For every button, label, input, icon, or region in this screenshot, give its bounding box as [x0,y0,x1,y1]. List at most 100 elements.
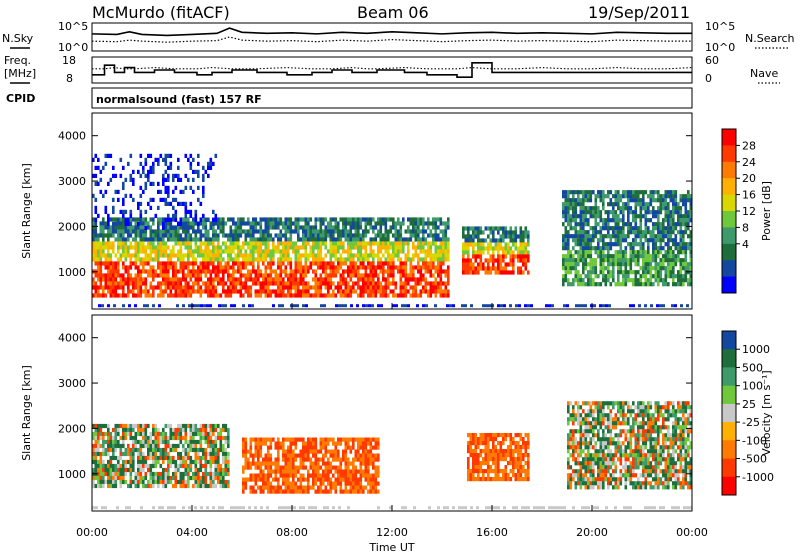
data-cell [214,233,218,238]
data-cell [154,237,158,242]
data-cell [444,273,448,278]
data-cell [94,439,98,445]
data-cell [179,253,183,258]
data-cell [684,254,688,259]
data-cell [202,217,205,222]
data-cell [307,257,310,262]
data-cell [637,190,640,195]
data-cell [294,473,298,478]
data-cell [469,238,473,243]
data-cell [349,217,353,222]
data-cell [632,238,635,243]
data-cell [349,249,353,254]
data-cell [107,435,110,441]
data-cell [99,475,103,481]
data-cell [574,230,578,235]
data-cell [504,246,508,251]
data-cell [187,225,190,230]
data-cell [317,233,320,238]
data-cell [389,245,393,250]
data-cell [567,270,570,275]
data-cell [689,274,693,279]
data-cell [289,469,293,474]
data-cell [297,277,300,282]
data-cell [592,270,595,275]
data-cell [407,241,410,246]
data-cell [299,225,303,230]
data-cell [197,467,200,473]
data-cell [307,221,310,226]
data-cell [147,289,150,294]
data-cell [97,273,100,278]
data-cell [217,475,220,481]
data-cell [589,270,593,275]
data-cell [239,293,243,298]
data-cell [339,273,343,278]
data-cell [617,234,620,239]
data-cell [254,217,258,222]
data-cell [239,229,243,234]
data-cell [189,455,193,461]
data-cell [624,222,628,227]
data-cell [92,451,95,457]
data-cell [102,277,105,282]
data-cell [672,262,675,267]
data-cell [129,479,133,485]
data-cell [334,241,338,246]
data-cell [152,265,155,270]
data-cell [272,281,275,286]
data-cell [652,238,655,243]
data-cell [419,245,423,250]
data-cell [122,253,125,258]
data-cell [227,467,230,473]
data-cell [634,242,638,247]
data-cell [324,465,328,470]
data-cell [137,431,140,437]
data-cell [579,190,583,195]
data-cell [152,165,155,170]
data-cell [192,237,195,242]
data-cell [104,423,108,429]
data-cell [422,217,425,222]
data-cell [257,237,260,242]
data-cell [329,277,333,282]
data-cell [137,467,140,473]
data-cell [109,281,113,286]
data-cell [369,281,373,286]
data-cell [94,241,98,246]
data-cell [142,289,145,294]
data-cell [302,477,305,482]
data-cell [219,229,223,234]
data-cell [382,221,385,226]
data-cell [137,257,140,262]
data-cell [482,230,485,235]
data-cell [589,238,593,243]
data-cell [519,254,523,259]
data-cell [617,214,620,219]
data-cell [192,483,195,489]
data-cell [269,281,273,286]
data-cell [117,269,120,274]
data-cell [462,246,465,251]
data-cell [422,249,425,254]
data-cell [327,293,330,298]
data-cell [144,225,148,230]
data-cell [359,237,363,242]
data-cell [167,185,170,190]
data-cell [139,459,143,465]
data-cell [142,237,145,242]
data-cell [344,277,348,282]
data-cell [292,281,295,286]
nsearch-label: N.Search [745,32,795,45]
ground-scatter-cell [101,304,104,308]
data-cell [152,439,155,445]
data-cell [92,479,95,485]
data-cell [384,289,388,294]
data-cell [382,217,385,222]
data-cell [184,205,188,210]
data-cell [154,273,158,278]
data-cell [119,423,123,429]
data-cell [174,233,178,238]
data-cell [172,205,175,210]
data-cell [192,459,195,465]
